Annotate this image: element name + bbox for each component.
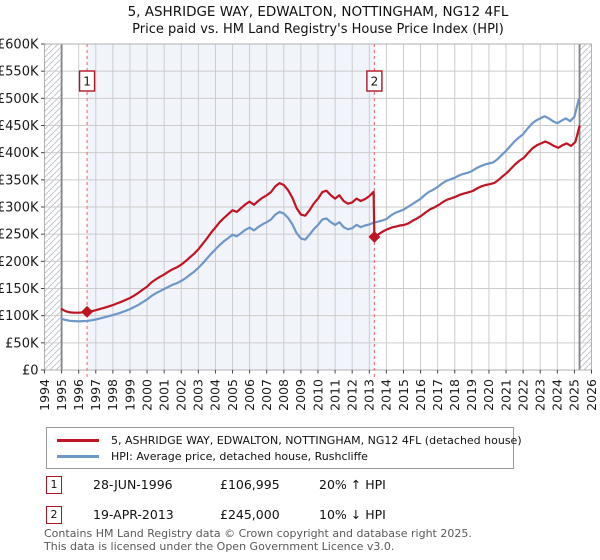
x-tick-label: 2004	[208, 379, 223, 411]
x-tick-label: 2019	[464, 379, 479, 411]
hpi-line-sample	[57, 454, 99, 458]
event-flag-number: 1	[83, 75, 91, 89]
y-tick-label: £250K	[0, 228, 39, 243]
x-tick-label: 2001	[156, 379, 171, 411]
x-tick-label: 2000	[139, 379, 154, 411]
x-tick-label: 2009	[293, 379, 308, 411]
event-flag-number: 2	[371, 75, 379, 89]
sale-event-row-2: 2 19-APR-2013 £245,000 10% ↓ HPI	[46, 506, 566, 524]
gridlines	[44, 43, 592, 371]
event-flag-1	[78, 70, 96, 92]
y-tick-label: £600K	[0, 38, 39, 53]
x-tick-label: 2008	[276, 379, 291, 411]
chart-subtitle: Price paid vs. HM Land Registry's House …	[132, 22, 504, 37]
y-tick-label: £200K	[0, 255, 39, 270]
price-vs-hpi-plot: 1 2 £0 £50K £100K £150K £200K £250K £300K £350K £4…	[0, 38, 599, 411]
x-tick-label: 2015	[396, 379, 411, 411]
x-tick-label: 1998	[105, 379, 120, 411]
hpi-series-line	[60, 98, 580, 323]
x-tick-label: 2013	[362, 379, 377, 411]
event-date: 19-APR-2013	[93, 507, 174, 522]
x-tick-label: 2017	[430, 379, 445, 411]
legend-hpi-label: HPI: Average price, detached house, Rush…	[111, 449, 368, 463]
footer-line-1: Contains HM Land Registry data © Crown c…	[44, 527, 472, 540]
x-tick-label: 2007	[259, 379, 274, 411]
x-tick-label: 2022	[515, 379, 530, 411]
x-tick-label: 2023	[533, 379, 548, 411]
property-series-line	[60, 125, 581, 314]
x-tick-label: 2024	[550, 379, 565, 411]
y-tick-label: £100K	[0, 309, 39, 324]
x-tick-label: 2018	[447, 379, 462, 411]
event-price: £245,000	[220, 507, 280, 522]
x-tick-label: 2006	[242, 379, 257, 411]
x-tick-label: 2026	[584, 379, 599, 411]
x-tick-label: 2002	[174, 379, 189, 411]
y-tick-label: £500K	[0, 92, 39, 107]
y-tick-label: £350K	[0, 173, 39, 188]
y-tick-label: £400K	[0, 146, 39, 161]
x-tick-label: 2003	[191, 379, 206, 411]
x-tick-label: 2025	[567, 379, 582, 411]
x-tick-label: 1996	[71, 379, 86, 411]
y-tick-label: £150K	[0, 282, 39, 297]
event-vs-hpi: 10% ↓ HPI	[319, 507, 386, 522]
event-flag-2	[366, 70, 383, 92]
y-tick-label: £300K	[0, 201, 39, 216]
x-tick-label: 2014	[379, 379, 394, 411]
footer-line-2: This data is licensed under the Open Gov…	[44, 539, 395, 553]
legend-entry-property: 5, ASHRIDGE WAY, EDWALTON, NOTTINGHAM, N…	[57, 432, 522, 448]
event-price: £106,995	[220, 477, 280, 492]
sale-event-row-1: 1 28-JUN-1996 £106,995 20% ↑ HPI	[46, 476, 566, 494]
y-tick-label: £0	[22, 364, 39, 379]
legend-property-label: 5, ASHRIDGE WAY, EDWALTON, NOTTINGHAM, N…	[111, 433, 522, 447]
x-tick-label: 1997	[88, 379, 103, 411]
event-date: 28-JUN-1996	[93, 477, 173, 492]
x-tick-label: 2020	[481, 379, 496, 411]
x-tick-label: 1994	[37, 379, 52, 411]
license-footer: Contains HM Land Registry data © Crown c…	[44, 527, 472, 553]
x-tick-label: 2012	[344, 379, 359, 411]
x-tick-label: 1999	[122, 379, 137, 411]
legend-entry-hpi: HPI: Average price, detached house, Rush…	[57, 448, 505, 464]
x-tick-label: 2011	[327, 379, 342, 411]
y-tick-label: £50K	[5, 336, 39, 351]
chart-legend: 5, ASHRIDGE WAY, EDWALTON, NOTTINGHAM, N…	[46, 427, 522, 469]
event-number-badge: 1	[46, 476, 62, 494]
x-tick-label: 2005	[225, 379, 240, 411]
x-tick-label: 2010	[310, 379, 325, 411]
x-tick-label: 1995	[54, 379, 69, 411]
x-tick-label: 2016	[413, 379, 428, 411]
x-tick-label: 2021	[498, 379, 513, 411]
event-number-badge: 2	[46, 506, 62, 524]
y-tick-label: £550K	[0, 65, 39, 80]
property-line-sample	[57, 438, 99, 442]
chart-title: 5, ASHRIDGE WAY, EDWALTON, NOTTINGHAM, N…	[127, 4, 509, 20]
y-tick-label: £450K	[0, 119, 39, 134]
event-vs-hpi: 20% ↑ HPI	[319, 477, 386, 492]
